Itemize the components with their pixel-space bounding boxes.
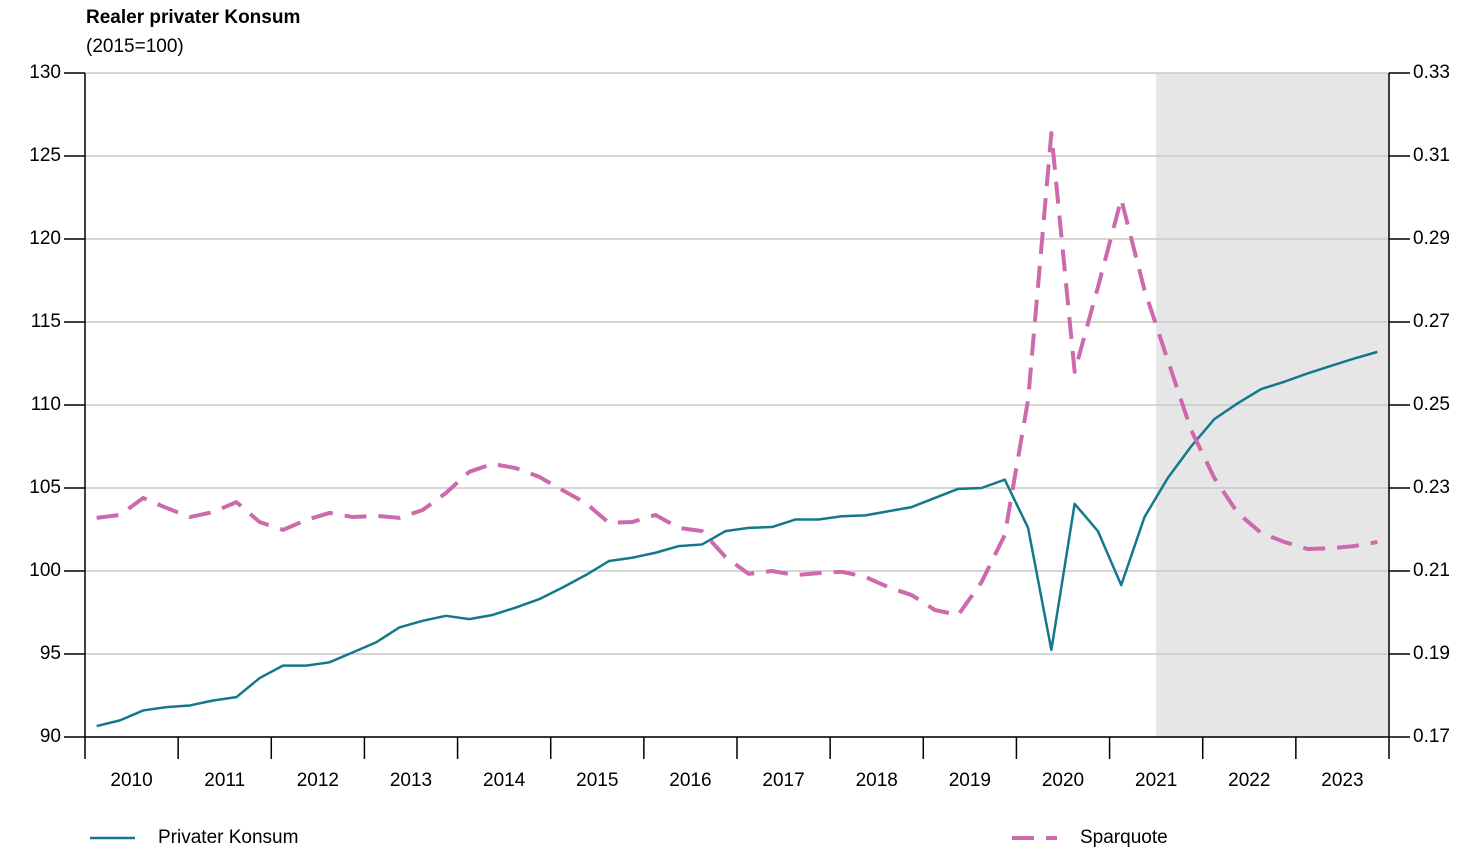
y-tick-label: 110 [31, 394, 61, 415]
series-line [96, 350, 1378, 728]
x-tick-label: 2015 [576, 770, 618, 791]
chart-title: Realer privater Konsum [86, 7, 300, 28]
y2-tick-label: 0.29 [1413, 228, 1450, 249]
legend-label: Privater Konsum [158, 827, 298, 848]
y-tick-label: 100 [29, 560, 61, 581]
y2-tick-label: 0.33 [1413, 62, 1450, 83]
y2-tick-label: 0.23 [1413, 477, 1450, 498]
y2-tick-label: 0.25 [1413, 394, 1450, 415]
x-tick-label: 2011 [204, 770, 245, 791]
y-tick-label: 125 [29, 145, 61, 166]
x-tick-label: 2018 [856, 770, 898, 791]
x-tick-label: 2020 [1042, 770, 1084, 791]
x-tick-label: 2023 [1321, 770, 1363, 791]
y-tick-label: 130 [29, 62, 61, 83]
x-tick-label: 2021 [1135, 770, 1177, 791]
x-tick-label: 2019 [949, 770, 991, 791]
y2-tick-label: 0.19 [1413, 643, 1450, 664]
x-tick-label: 2022 [1228, 770, 1270, 791]
x-tick-label: 2013 [390, 770, 432, 791]
y-tick-label: 95 [40, 643, 61, 664]
y-tick-label: 90 [40, 726, 61, 747]
x-tick-label: 2016 [669, 770, 711, 791]
y-tick-label: 105 [29, 477, 61, 498]
x-tick-label: 2017 [762, 770, 804, 791]
legend-label: Sparquote [1080, 827, 1168, 848]
x-tick-label: 2014 [483, 770, 526, 791]
y-tick-label: 120 [29, 228, 61, 249]
y-tick-label: 115 [31, 311, 61, 332]
y2-tick-label: 0.21 [1413, 560, 1450, 581]
y2-tick-label: 0.27 [1413, 311, 1450, 332]
series-line [96, 131, 1378, 617]
x-tick-label: 2010 [110, 770, 152, 791]
y2-tick-label: 0.17 [1413, 726, 1450, 747]
chart-subtitle: (2015=100) [86, 36, 184, 57]
x-tick-label: 2012 [297, 770, 339, 791]
y2-tick-label: 0.31 [1413, 145, 1450, 166]
